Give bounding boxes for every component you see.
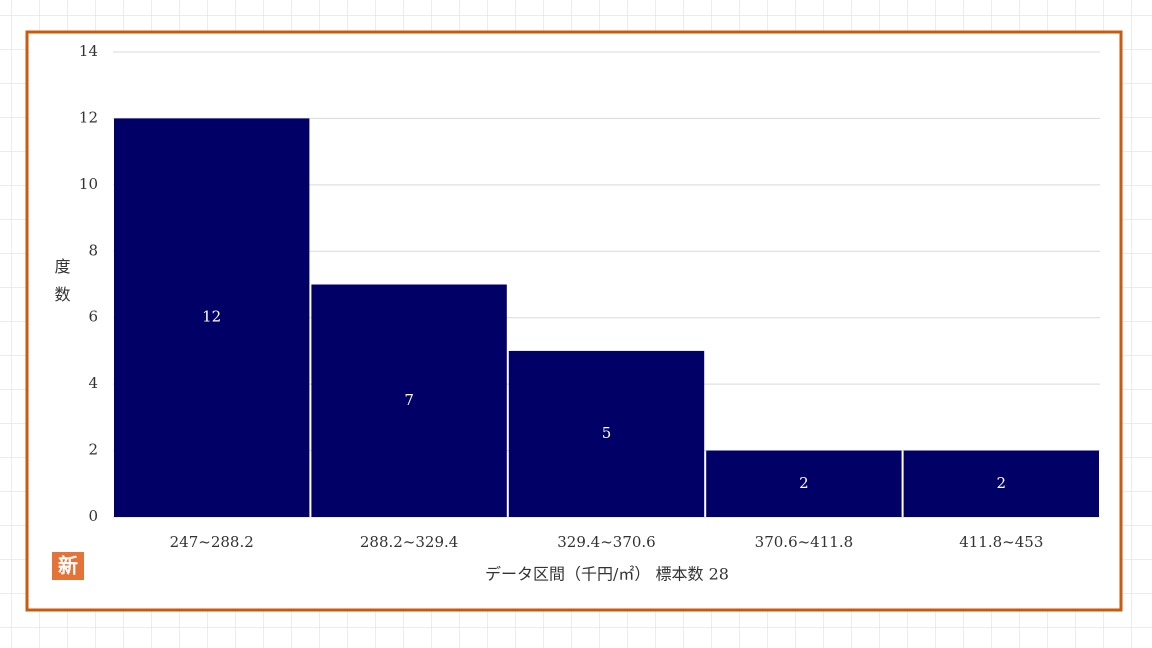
bar bbox=[508, 350, 705, 517]
y-tick-label: 10 bbox=[79, 175, 98, 193]
badge: 新 bbox=[58, 554, 78, 578]
y-axis-title: 度数 bbox=[52, 258, 71, 314]
data-label: 5 bbox=[602, 424, 612, 442]
y-tick-label: 14 bbox=[79, 42, 98, 60]
y-tick-label: 8 bbox=[88, 241, 98, 259]
badge-bg bbox=[52, 552, 84, 580]
x-axis-title: データ区間（千円/㎡） 標本数 28 bbox=[485, 565, 729, 584]
bar bbox=[903, 450, 1099, 517]
x-tick-label: 288.2~329.4 bbox=[360, 533, 458, 551]
y-tick-label: 0 bbox=[88, 507, 98, 525]
x-tick-label: 411.8~453 bbox=[959, 533, 1043, 551]
x-tick-label: 329.4~370.6 bbox=[557, 533, 655, 551]
bar bbox=[706, 450, 902, 517]
data-label: 2 bbox=[799, 474, 809, 492]
y-tick-label: 12 bbox=[79, 108, 98, 126]
data-label: 7 bbox=[404, 391, 414, 409]
data-label: 2 bbox=[997, 474, 1007, 492]
bar bbox=[114, 118, 310, 517]
bar bbox=[311, 284, 507, 517]
y-tick-label: 2 bbox=[88, 441, 98, 459]
x-tick-label: 370.6~411.8 bbox=[755, 533, 853, 551]
data-label: 12 bbox=[202, 308, 221, 326]
y-tick-label: 4 bbox=[88, 374, 98, 392]
y-tick-label: 6 bbox=[88, 308, 98, 326]
x-tick-label: 247~288.2 bbox=[170, 533, 254, 551]
